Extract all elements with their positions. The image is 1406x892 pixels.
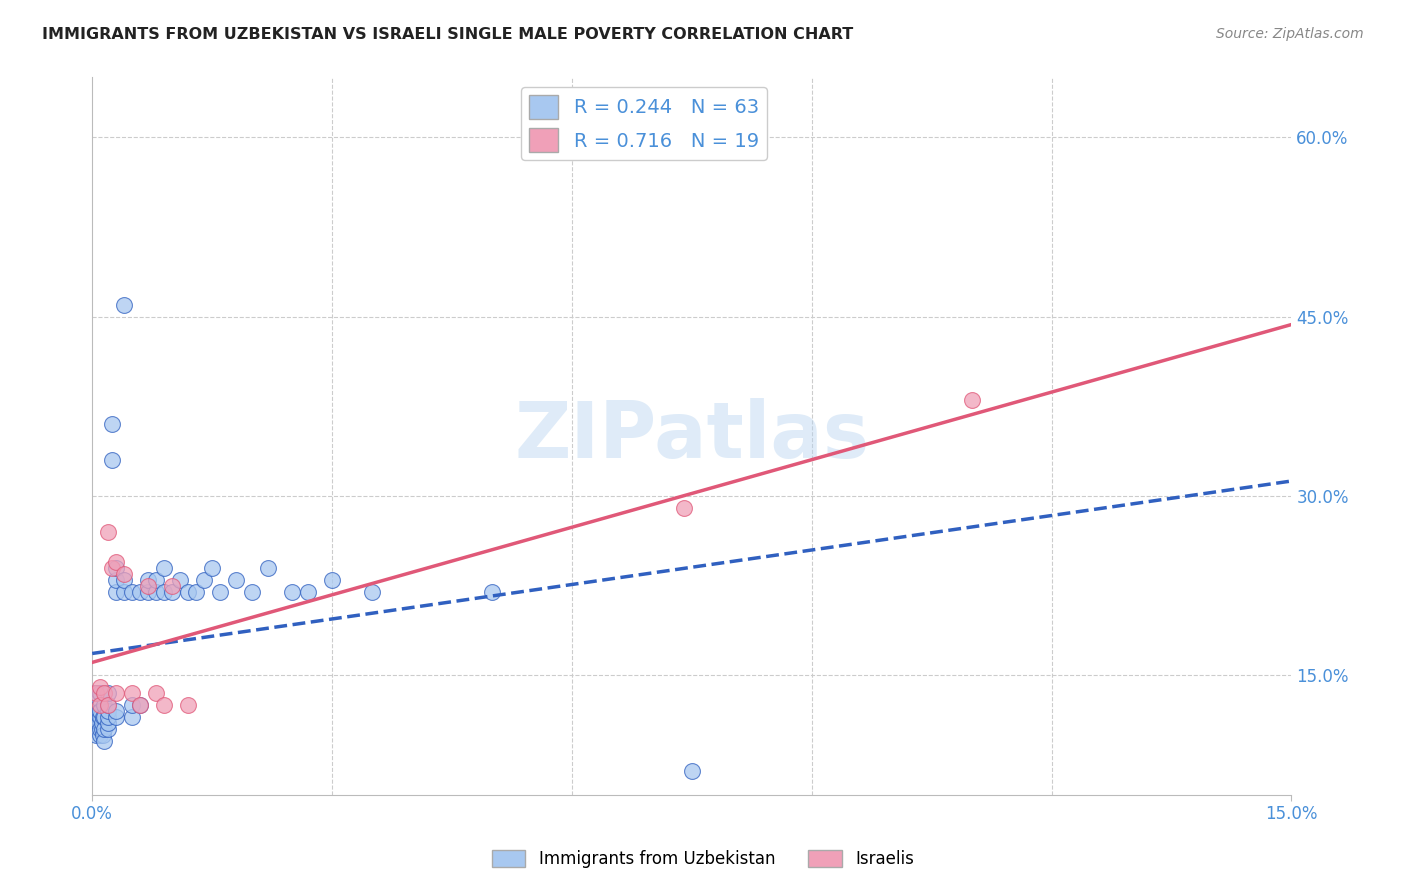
Point bbox=[169, 573, 191, 587]
Point bbox=[121, 710, 143, 724]
Point bbox=[87, 710, 110, 724]
Point bbox=[209, 584, 232, 599]
Point bbox=[129, 584, 152, 599]
Point bbox=[145, 686, 167, 700]
Point bbox=[87, 704, 110, 718]
Point bbox=[201, 561, 224, 575]
Point bbox=[90, 723, 112, 737]
Point bbox=[193, 573, 215, 587]
Point bbox=[93, 698, 115, 713]
Point bbox=[153, 698, 176, 713]
Point bbox=[105, 555, 128, 569]
Point bbox=[177, 698, 200, 713]
Point bbox=[89, 710, 111, 724]
Point bbox=[89, 723, 111, 737]
Point bbox=[121, 698, 143, 713]
Point bbox=[97, 716, 120, 731]
Point bbox=[84, 686, 107, 700]
Point bbox=[112, 573, 135, 587]
Point bbox=[105, 584, 128, 599]
Text: Source: ZipAtlas.com: Source: ZipAtlas.com bbox=[1216, 27, 1364, 41]
Point bbox=[481, 584, 503, 599]
Point bbox=[112, 584, 135, 599]
Text: IMMIGRANTS FROM UZBEKISTAN VS ISRAELI SINGLE MALE POVERTY CORRELATION CHART: IMMIGRANTS FROM UZBEKISTAN VS ISRAELI SI… bbox=[42, 27, 853, 42]
Point bbox=[129, 698, 152, 713]
Point bbox=[160, 579, 183, 593]
Point bbox=[177, 584, 200, 599]
Legend: R = 0.244   N = 63, R = 0.716   N = 19: R = 0.244 N = 63, R = 0.716 N = 19 bbox=[522, 87, 766, 160]
Point bbox=[105, 573, 128, 587]
Point bbox=[136, 584, 159, 599]
Point bbox=[105, 710, 128, 724]
Point bbox=[225, 573, 247, 587]
Point bbox=[91, 728, 114, 742]
Point bbox=[89, 681, 111, 695]
Point bbox=[97, 698, 120, 713]
Point bbox=[84, 728, 107, 742]
Point bbox=[153, 561, 176, 575]
Point bbox=[112, 566, 135, 581]
Point bbox=[97, 524, 120, 539]
Point bbox=[89, 704, 111, 718]
Point bbox=[97, 723, 120, 737]
Text: ZIPatlas: ZIPatlas bbox=[515, 398, 869, 475]
Point bbox=[93, 723, 115, 737]
Point bbox=[93, 686, 115, 700]
Point bbox=[145, 584, 167, 599]
Point bbox=[87, 692, 110, 706]
Point bbox=[121, 686, 143, 700]
Point bbox=[101, 453, 124, 467]
Point bbox=[97, 698, 120, 713]
Legend: Immigrants from Uzbekistan, Israelis: Immigrants from Uzbekistan, Israelis bbox=[485, 843, 921, 875]
Point bbox=[240, 584, 263, 599]
Point bbox=[361, 584, 384, 599]
Point bbox=[105, 704, 128, 718]
Point bbox=[672, 501, 695, 516]
Point bbox=[136, 573, 159, 587]
Point bbox=[281, 584, 304, 599]
Point bbox=[93, 734, 115, 748]
Point bbox=[89, 686, 111, 700]
Point bbox=[105, 561, 128, 575]
Point bbox=[184, 584, 207, 599]
Point bbox=[87, 716, 110, 731]
Point bbox=[321, 573, 343, 587]
Point bbox=[101, 561, 124, 575]
Point bbox=[121, 584, 143, 599]
Point bbox=[145, 573, 167, 587]
Point bbox=[160, 584, 183, 599]
Point bbox=[90, 716, 112, 731]
Point bbox=[97, 710, 120, 724]
Point bbox=[105, 686, 128, 700]
Point bbox=[136, 579, 159, 593]
Point bbox=[681, 764, 703, 779]
Point bbox=[112, 298, 135, 312]
Point bbox=[89, 728, 111, 742]
Point bbox=[89, 698, 111, 713]
Point bbox=[129, 698, 152, 713]
Point bbox=[83, 686, 105, 700]
Point bbox=[84, 710, 107, 724]
Point bbox=[960, 393, 983, 408]
Point bbox=[91, 710, 114, 724]
Point bbox=[97, 686, 120, 700]
Point bbox=[257, 561, 280, 575]
Point bbox=[101, 417, 124, 432]
Point bbox=[93, 710, 115, 724]
Point bbox=[97, 704, 120, 718]
Point bbox=[153, 584, 176, 599]
Point bbox=[297, 584, 319, 599]
